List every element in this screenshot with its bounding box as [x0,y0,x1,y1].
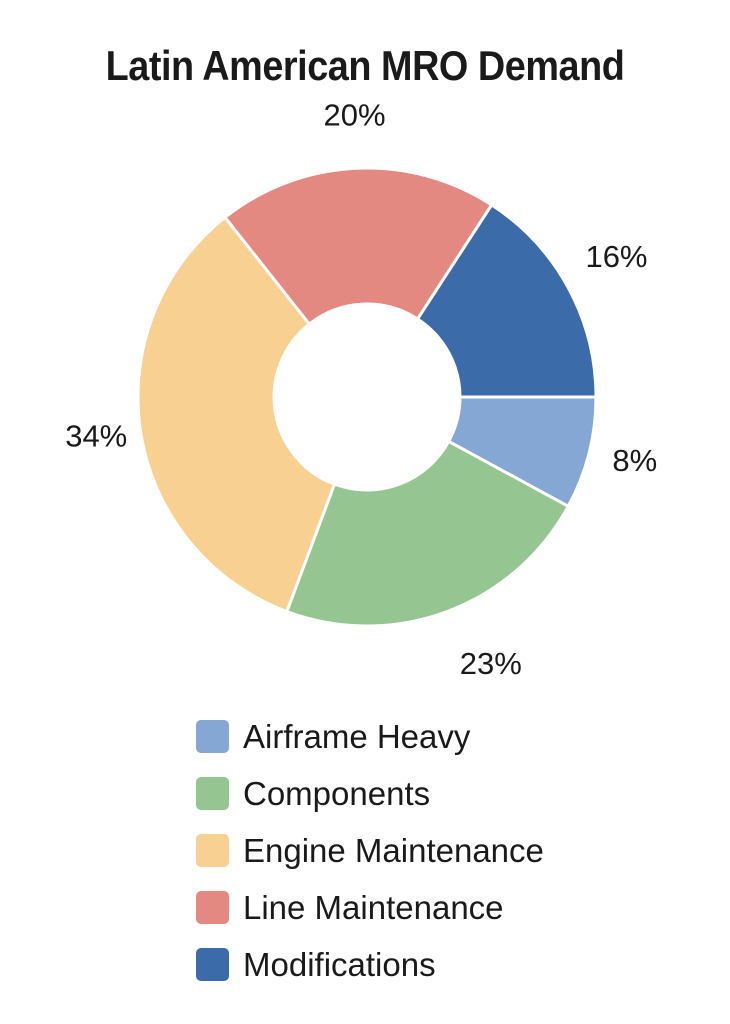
legend-swatch [196,720,229,753]
data-label-components: 23% [460,646,522,681]
legend-swatch [196,948,229,981]
chart-title: Latin American MRO Demand [105,42,625,89]
slice-engine-maintenance [136,215,337,614]
legend-swatch [196,891,229,924]
data-label-airframe-heavy: 8% [612,443,657,478]
legend-label: Engine Maintenance [243,831,544,869]
data-label-line-maintenance: 20% [323,97,385,132]
legend-item-airframe-heavy: Airframe Heavy [196,708,696,765]
legend-item-engine-maintenance: Engine Maintenance [196,822,696,879]
slice-modifications [415,202,598,399]
legend-swatch [196,777,229,810]
legend-swatch [196,834,229,867]
data-label-engine-maintenance: 34% [65,419,127,454]
legend-label: Line Maintenance [243,888,504,926]
legend-item-components: Components [196,765,696,822]
legend-item-line-maintenance: Line Maintenance [196,879,696,936]
legend: Airframe Heavy Components Engine Mainten… [196,708,696,993]
legend-label: Modifications [243,945,436,983]
legend-label: Airframe Heavy [243,717,471,755]
legend-item-modifications: Modifications [196,936,696,993]
chart-data-labels: 8% 23% 34% 20% 16% [65,97,657,681]
chart-slices [136,166,598,628]
slice-components [284,439,571,628]
data-label-modifications: 16% [585,239,647,274]
legend-label: Components [243,774,431,812]
slice-line-maintenance [222,166,494,327]
